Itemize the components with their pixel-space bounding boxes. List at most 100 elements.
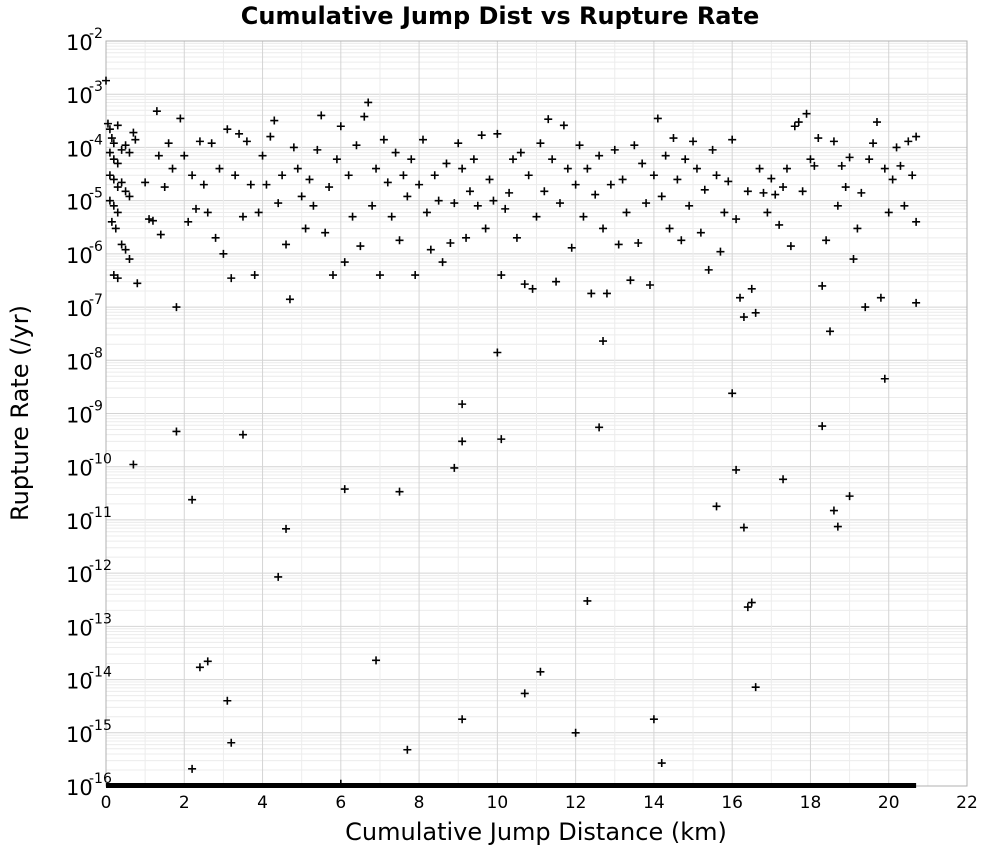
- data-point: [107, 134, 116, 143]
- data-point: [462, 233, 471, 242]
- y-tick-label: 10: [66, 510, 93, 534]
- data-point: [102, 76, 110, 85]
- data-point: [802, 109, 811, 118]
- data-point: [571, 180, 580, 189]
- chart-title: Cumulative Jump Dist vs Rupture Rate: [241, 2, 760, 30]
- data-point: [536, 667, 545, 676]
- data-point: [540, 187, 549, 196]
- data-point: [109, 139, 118, 148]
- data-point: [708, 145, 717, 154]
- data-point: [888, 175, 897, 184]
- data-point: [258, 151, 267, 160]
- data-point: [434, 196, 443, 205]
- data-point: [113, 121, 122, 130]
- data-point: [555, 199, 564, 208]
- data-point: [583, 596, 592, 605]
- data-point: [704, 265, 713, 274]
- y-tick-exponent: -5: [89, 186, 103, 202]
- data-point: [665, 224, 674, 233]
- y-tick-label: 10: [66, 404, 93, 428]
- data-point: [567, 243, 576, 252]
- data-point: [642, 199, 651, 208]
- data-point: [156, 230, 165, 239]
- data-point: [121, 141, 130, 150]
- data-point: [696, 228, 705, 237]
- grid: [105, 40, 968, 787]
- data-point: [317, 111, 326, 120]
- data-point: [246, 180, 255, 189]
- x-tick-label: 10: [487, 793, 509, 813]
- data-point: [458, 400, 467, 409]
- data-point: [579, 212, 588, 221]
- data-point: [109, 201, 118, 210]
- data-point: [192, 204, 201, 213]
- data-point: [454, 139, 463, 148]
- y-axis-label: Rupture Rate (/yr): [6, 305, 34, 521]
- data-point: [411, 271, 420, 280]
- data-point: [176, 114, 185, 123]
- data-point: [285, 295, 294, 304]
- data-point: [790, 122, 799, 131]
- data-point: [520, 280, 529, 289]
- data-point: [845, 492, 854, 501]
- data-point: [563, 164, 572, 173]
- data-point: [309, 201, 318, 210]
- data-point: [552, 277, 561, 286]
- x-tick-label: 14: [643, 793, 665, 813]
- data-point: [829, 506, 838, 515]
- data-point: [372, 656, 381, 665]
- data-point: [426, 245, 435, 254]
- y-tick-label: 10: [66, 191, 93, 215]
- data-point: [857, 188, 866, 197]
- y-tick-label: 10: [66, 723, 93, 747]
- data-point: [395, 487, 404, 496]
- data-point: [238, 430, 247, 439]
- data-point: [661, 151, 670, 160]
- y-tick-exponent: -13: [89, 611, 112, 627]
- data-point: [266, 132, 275, 141]
- data-point: [826, 327, 835, 336]
- data-point: [853, 224, 862, 233]
- data-point: [105, 148, 114, 157]
- data-point: [469, 155, 478, 164]
- data-point: [747, 598, 756, 607]
- data-point: [829, 137, 838, 146]
- data-point: [262, 180, 271, 189]
- data-point: [148, 216, 157, 225]
- data-point: [238, 212, 247, 221]
- data-point: [105, 171, 114, 180]
- data-point: [103, 119, 112, 128]
- data-point: [759, 188, 768, 197]
- data-point: [113, 183, 122, 192]
- data-point: [332, 155, 341, 164]
- data-point: [782, 164, 791, 173]
- data-point: [532, 212, 541, 221]
- data-point: [818, 281, 827, 290]
- data-point: [207, 139, 216, 148]
- data-point: [595, 423, 604, 432]
- data-point: [505, 188, 514, 197]
- data-point: [497, 271, 506, 280]
- data-point: [270, 116, 279, 125]
- data-point: [798, 187, 807, 196]
- data-point: [313, 145, 322, 154]
- y-tick-exponent: -4: [89, 132, 103, 148]
- data-point: [340, 485, 349, 494]
- y-tick-exponent: -6: [89, 239, 103, 255]
- data-point: [344, 171, 353, 180]
- data-point: [458, 437, 467, 446]
- data-point: [231, 171, 240, 180]
- data-point: [113, 208, 122, 217]
- y-tick-exponent: -3: [89, 79, 103, 95]
- data-point: [544, 115, 553, 124]
- data-point: [610, 145, 619, 154]
- data-point: [520, 689, 529, 698]
- data-point: [465, 187, 474, 196]
- y-tick-exponent: -14: [89, 665, 112, 681]
- data-point: [548, 155, 557, 164]
- data-point: [880, 374, 889, 383]
- data-point: [289, 143, 298, 152]
- data-point: [442, 159, 451, 168]
- data-point: [105, 125, 114, 134]
- data-point: [614, 240, 623, 249]
